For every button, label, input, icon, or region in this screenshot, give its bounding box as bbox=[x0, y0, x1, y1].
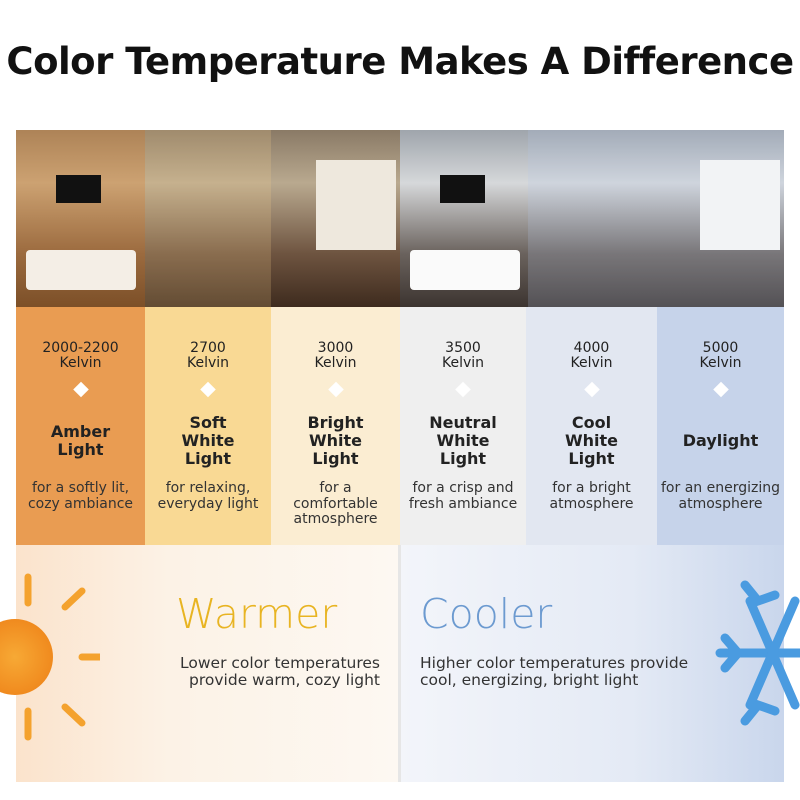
snowflake-icon bbox=[715, 580, 800, 726]
room-photo-cool bbox=[400, 130, 784, 307]
light-description: for a bright atmosphere bbox=[549, 480, 634, 512]
kelvin-label: 4000 Kelvin bbox=[526, 341, 657, 371]
cooler-panel: Cooler Higher color temperatures provide… bbox=[401, 545, 800, 782]
kelvin-label: 2700 Kelvin bbox=[145, 341, 271, 371]
warmer-text: Lower color temperatures provide warm, c… bbox=[180, 654, 380, 689]
kelvin-label: 2000-2200 Kelvin bbox=[16, 341, 145, 371]
diamond-icon bbox=[455, 381, 471, 398]
light-name: Neutral White Light bbox=[429, 413, 497, 468]
divider bbox=[398, 545, 401, 782]
column-3: 3000 Kelvin Bright White Light for a comf… bbox=[271, 307, 400, 545]
column-2: 2700 Kelvin Soft White Light for relaxing… bbox=[145, 307, 271, 545]
kelvin-unit: Kelvin bbox=[570, 355, 613, 371]
kelvin-unit: Kelvin bbox=[699, 355, 742, 371]
light-name: Cool White Light bbox=[564, 413, 619, 468]
warmer-panel: Warmer Lower color temperatures provide … bbox=[0, 545, 398, 782]
kelvin-label: 3000 Kelvin bbox=[271, 341, 400, 371]
column-5: 4000 Kelvin Cool White Light for a bright… bbox=[526, 307, 657, 545]
column-6: 5000 Kelvin Daylight for an energizing at… bbox=[657, 307, 784, 545]
light-description: for an energizing atmosphere bbox=[661, 480, 780, 512]
kelvin-label: 5000 Kelvin bbox=[657, 341, 784, 371]
light-description: for relaxing, everyday light bbox=[157, 480, 259, 512]
kelvin-value: 4000 bbox=[573, 340, 610, 356]
warmer-title: Warmer bbox=[176, 590, 338, 638]
kelvin-unit: Kelvin bbox=[441, 355, 485, 371]
room-photo-warm bbox=[16, 130, 400, 307]
kelvin-value: 5000 bbox=[702, 340, 739, 356]
sun-icon bbox=[0, 573, 100, 741]
kelvin-unit: Kelvin bbox=[314, 355, 357, 371]
light-name: Amber Light bbox=[50, 422, 111, 459]
diamond-icon bbox=[200, 381, 216, 398]
diamond-icon bbox=[583, 381, 600, 398]
cooler-title: Cooler bbox=[420, 590, 553, 638]
light-description: for a softly lit, cozy ambiance bbox=[27, 480, 134, 512]
cooler-text: Higher color temperatures provide cool, … bbox=[420, 654, 689, 689]
color-temperature-columns: 2000-2200 Kelvin Amber Light for a softly… bbox=[16, 307, 784, 545]
diamond-icon bbox=[712, 381, 729, 398]
light-name: Soft White Light bbox=[181, 413, 235, 468]
column-4: 3500 Kelvin Neutral White Light for a cri… bbox=[400, 307, 526, 545]
kelvin-value: 2000-2200 bbox=[42, 340, 119, 356]
column-1: 2000-2200 Kelvin Amber Light for a softly… bbox=[16, 307, 145, 545]
light-description: for a comfortable atmosphere bbox=[293, 480, 378, 527]
light-description: for a crisp and fresh ambiance bbox=[408, 480, 518, 512]
kelvin-unit: Kelvin bbox=[186, 355, 230, 371]
kelvin-unit: Kelvin bbox=[59, 355, 102, 371]
kelvin-value: 3000 bbox=[317, 340, 354, 356]
diamond-icon bbox=[72, 381, 89, 398]
diamond-icon bbox=[327, 381, 344, 398]
light-name: Daylight bbox=[682, 431, 759, 450]
kelvin-label: 3500 Kelvin bbox=[400, 341, 526, 371]
kelvin-value: 2700 bbox=[190, 340, 226, 356]
light-name: Bright White Light bbox=[307, 413, 364, 468]
kelvin-value: 3500 bbox=[445, 340, 481, 356]
page-title: Color Temperature Makes A Difference bbox=[6, 40, 794, 83]
